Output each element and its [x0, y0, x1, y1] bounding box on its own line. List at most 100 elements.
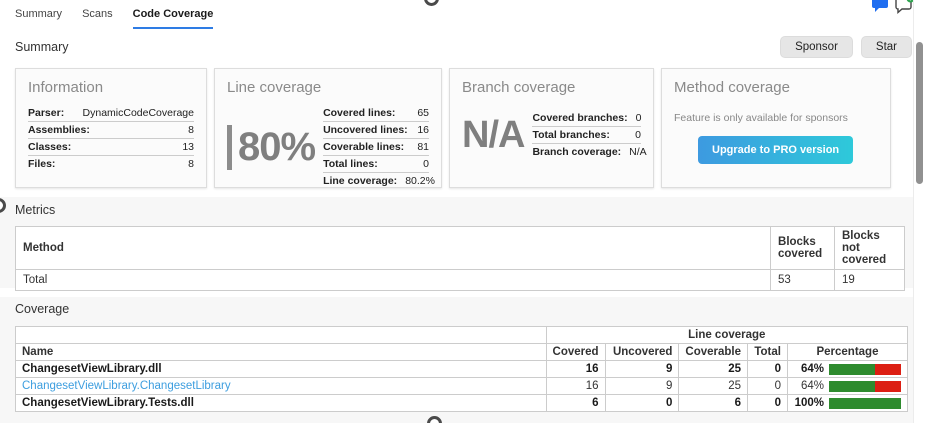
- sponsor-button[interactable]: Sponsor: [780, 36, 853, 58]
- line-value: 0: [423, 158, 429, 170]
- metrics-header-row: Method Blocks covered Blocks not covered: [14, 226, 905, 270]
- info-row-files: Files: 8: [28, 156, 194, 172]
- coverage-total: 0: [747, 394, 788, 412]
- info-value: DynamicCodeCoverage: [82, 107, 194, 119]
- info-row-parser: Parser: DynamicCodeCoverage: [28, 105, 194, 122]
- metrics-col-method: Method: [14, 226, 772, 270]
- coverage-group-line-coverage: Line coverage: [545, 326, 909, 344]
- coverage-total: 0: [747, 360, 788, 378]
- coverage-header-row: Name Covered Uncovered Coverable Total P…: [15, 343, 909, 361]
- star-button[interactable]: Star: [860, 36, 912, 58]
- line-row-covered: Covered lines: 65: [323, 105, 429, 122]
- summary-header: Summary Sponsor Star: [15, 36, 912, 58]
- coverage-col-percentage[interactable]: Percentage: [786, 343, 909, 361]
- scrollbar-track[interactable]: [913, 0, 926, 423]
- info-label: Classes:: [28, 141, 72, 153]
- line-row-uncovered: Uncovered lines: 16: [323, 122, 429, 139]
- information-card: Information Parser: DynamicCodeCoverage …: [15, 68, 207, 188]
- info-row-classes: Classes: 13: [28, 139, 194, 156]
- info-value: 13: [182, 141, 194, 153]
- coverage-group-empty-cell: [15, 326, 547, 344]
- line-label: Covered lines:: [323, 107, 396, 119]
- line-row-percentage: Line coverage: 80.2%: [323, 173, 435, 189]
- branch-coverage-big-value: N/A: [462, 113, 525, 156]
- line-row-total: Total lines: 0: [323, 156, 429, 173]
- coverage-name: ChangesetViewLibrary.Tests.dll: [15, 394, 547, 412]
- line-label: Total lines:: [323, 158, 378, 170]
- branch-value: N/A: [629, 146, 647, 158]
- metrics-total-row: Total 53 19: [14, 269, 905, 291]
- info-row-assemblies: Assemblies: 8: [28, 122, 194, 139]
- metrics-total-blocks-not-covered: 19: [834, 269, 905, 291]
- method-coverage-card: Method coverage Feature is only availabl…: [661, 68, 891, 188]
- coverage-percentage-text: 64%: [800, 380, 824, 392]
- coverage-uncovered: 9: [604, 377, 680, 395]
- coverage-section: Coverage Line coverage Name Covered Unco…: [0, 297, 913, 423]
- tab-scans[interactable]: Scans: [82, 8, 113, 20]
- summary-cards: Information Parser: DynamicCodeCoverage …: [15, 68, 891, 188]
- info-value: 8: [188, 124, 194, 136]
- line-row-coverable: Coverable lines: 81: [323, 139, 429, 156]
- line-label: Uncovered lines:: [323, 124, 408, 136]
- branch-row-percentage: Branch coverage: N/A: [532, 144, 646, 160]
- branch-coverage-card-title: Branch coverage: [462, 79, 576, 96]
- coverage-coverable: 25: [678, 377, 749, 395]
- scrollbar-thumb[interactable]: [916, 42, 923, 184]
- coverage-row-assembly: ChangesetViewLibrary.dll 16 9 25 0 64%: [15, 360, 909, 378]
- coverage-col-name[interactable]: Name: [15, 343, 547, 361]
- coverage-name: ChangesetViewLibrary.dll: [15, 360, 547, 378]
- branch-label: Covered branches:: [532, 112, 628, 124]
- crop-handle-top[interactable]: [424, 0, 439, 6]
- branch-label: Total branches:: [532, 129, 610, 141]
- coverage-group-header-row: Line coverage: [15, 326, 909, 344]
- metrics-table: Method Blocks covered Blocks not covered…: [14, 226, 905, 291]
- information-card-title: Information: [28, 79, 104, 96]
- line-coverage-big-value: 80%: [227, 124, 316, 170]
- coverage-bar: [829, 380, 901, 392]
- line-value: 80.2%: [405, 175, 435, 187]
- upgrade-pro-button[interactable]: Upgrade to PRO version: [698, 136, 854, 164]
- metrics-total-label: Total: [14, 269, 772, 291]
- coverage-covered: 6: [545, 394, 606, 412]
- coverage-uncovered: 0: [604, 394, 680, 412]
- add-comment-icon[interactable]: [894, 0, 916, 21]
- coverage-bar: [829, 363, 901, 375]
- branch-coverage-card: Branch coverage N/A Covered branches: 0 …: [449, 68, 654, 188]
- crop-handle-left[interactable]: [0, 198, 6, 213]
- line-coverage-card: Line coverage 80% Covered lines: 65 Unco…: [214, 68, 442, 188]
- coverage-covered: 16: [545, 377, 606, 395]
- tab-summary[interactable]: Summary: [15, 8, 63, 20]
- line-coverage-card-title: Line coverage: [227, 79, 322, 96]
- coverage-col-total[interactable]: Total: [747, 343, 788, 361]
- line-label: Line coverage:: [323, 175, 398, 187]
- coverage-table: Line coverage Name Covered Uncovered Cov…: [15, 326, 909, 412]
- coverage-coverable: 6: [678, 394, 749, 412]
- coverage-bar: [829, 397, 901, 409]
- branch-value: 0: [635, 129, 641, 141]
- branch-row-covered: Covered branches: 0: [532, 110, 641, 127]
- coverage-row-assembly: ChangesetViewLibrary.Tests.dll 6 0 6 0 1…: [15, 394, 909, 412]
- coverage-col-coverable[interactable]: Coverable: [678, 343, 749, 361]
- crop-handle-bottom[interactable]: [427, 416, 442, 423]
- coverage-percentage-text: 100%: [794, 397, 824, 409]
- method-coverage-card-title: Method coverage: [674, 79, 790, 96]
- line-value: 81: [417, 141, 429, 153]
- coverage-total: 0: [747, 377, 788, 395]
- coverage-class-link[interactable]: ChangesetViewLibrary.ChangesetLibrary: [15, 377, 547, 395]
- coverage-percentage-text: 64%: [800, 363, 824, 375]
- comment-icon[interactable]: [871, 0, 891, 21]
- coverage-covered: 16: [545, 360, 606, 378]
- sponsor-feature-message: Feature is only available for sponsors: [674, 112, 848, 124]
- branch-label: Branch coverage:: [532, 146, 622, 158]
- tab-code-coverage[interactable]: Code Coverage: [132, 8, 214, 29]
- coverage-uncovered: 9: [604, 360, 680, 378]
- coverage-col-uncovered[interactable]: Uncovered: [604, 343, 680, 361]
- coverage-coverable: 25: [678, 360, 749, 378]
- metrics-section-title: Metrics: [15, 203, 56, 217]
- info-label: Parser:: [28, 107, 65, 119]
- coverage-row-class: ChangesetViewLibrary.ChangesetLibrary 16…: [15, 377, 909, 395]
- coverage-col-covered[interactable]: Covered: [545, 343, 606, 361]
- info-label: Files:: [28, 158, 56, 170]
- coverage-section-title: Coverage: [15, 302, 70, 316]
- metrics-col-blocks-not-covered: Blocks not covered: [834, 226, 905, 270]
